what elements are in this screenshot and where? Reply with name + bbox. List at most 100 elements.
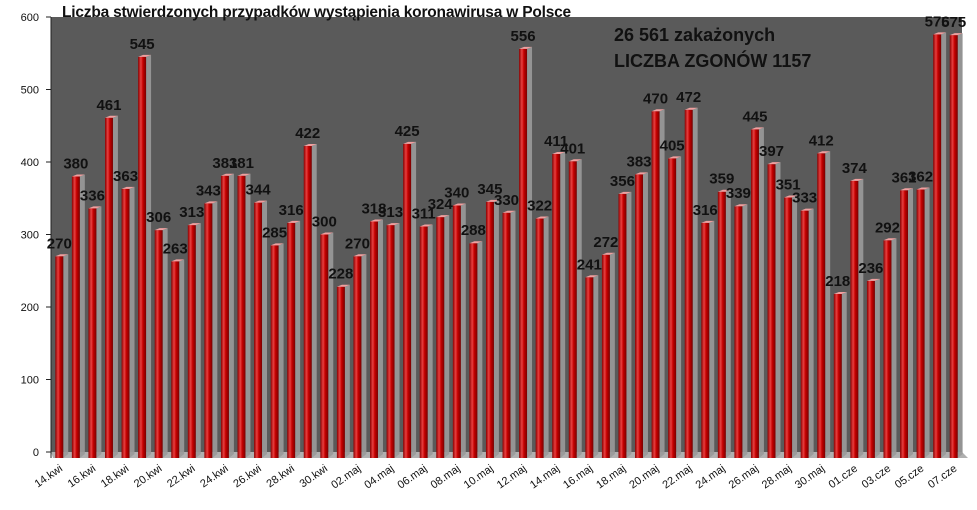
data-label: 461: [96, 97, 121, 114]
bar: [154, 228, 168, 458]
bar-side: [659, 109, 665, 458]
bar: [502, 210, 516, 458]
deaths-total-annotation: LICZBA ZGONÓW 1157: [614, 51, 812, 71]
bar-front: [171, 261, 180, 458]
bar-top: [71, 174, 85, 177]
bar-front: [138, 56, 147, 458]
bar-side: [328, 232, 334, 458]
data-label: 270: [47, 235, 72, 252]
bar: [353, 254, 367, 458]
bar: [519, 46, 533, 459]
bar-top: [850, 178, 864, 181]
bar: [121, 186, 135, 458]
x-tick-label: 24.maj: [694, 463, 728, 492]
bar-side: [129, 186, 135, 458]
bar-front: [817, 153, 826, 459]
data-label: 363: [113, 168, 138, 185]
bar-top: [535, 216, 549, 219]
bar-top: [485, 199, 499, 202]
bar-top: [833, 291, 847, 294]
x-tick-label: 30.kwi: [298, 463, 330, 491]
x-tick-label: 16.maj: [561, 463, 595, 492]
x-tick-label: 20.maj: [627, 463, 661, 492]
x-tick-label: 26.maj: [727, 463, 761, 492]
bar: [552, 152, 566, 458]
bar-front: [750, 129, 759, 458]
bar-front: [900, 190, 909, 458]
data-label: 236: [858, 260, 883, 277]
bar-side: [112, 115, 118, 459]
bar-front: [767, 164, 776, 459]
bar-top: [452, 203, 466, 206]
bar-front: [436, 217, 445, 458]
bar-top: [933, 32, 947, 35]
bar-front: [469, 243, 478, 458]
data-label: 241: [577, 256, 602, 273]
bar-side: [725, 189, 731, 458]
bar-front: [220, 175, 229, 458]
x-tick-label: 22.kwi: [165, 463, 197, 491]
bar-top: [784, 195, 798, 198]
bar-side: [444, 215, 450, 458]
data-label: 362: [908, 169, 933, 186]
bar-side: [941, 32, 947, 459]
bar-side: [692, 107, 698, 459]
bar: [320, 232, 334, 458]
data-label: 359: [709, 171, 734, 188]
bar-side: [593, 275, 599, 458]
bar: [651, 109, 665, 458]
data-label: 324: [428, 196, 454, 213]
bar: [916, 187, 930, 459]
bar-side: [510, 210, 516, 458]
bar: [71, 174, 85, 458]
bar-front: [800, 210, 809, 458]
bar-side: [311, 144, 317, 459]
bar-series: [55, 32, 963, 459]
bar-front: [585, 277, 594, 458]
data-label: 272: [593, 234, 618, 251]
bar: [303, 144, 317, 459]
data-label: 381: [212, 155, 237, 172]
bar-front: [933, 34, 942, 459]
bar-side: [825, 151, 831, 459]
data-label: 333: [792, 190, 817, 207]
bar-front: [204, 203, 213, 458]
bar: [386, 223, 400, 458]
bar: [784, 195, 798, 458]
x-tick-label: 14.maj: [528, 463, 562, 492]
bar: [568, 159, 582, 458]
x-tick-label: 12.maj: [495, 463, 529, 492]
bar-top: [436, 215, 450, 218]
bar-front: [519, 48, 528, 459]
data-label: 405: [660, 137, 685, 154]
bar-top: [88, 206, 102, 209]
x-tick-label: 04.maj: [362, 463, 396, 492]
bar-front: [784, 197, 793, 458]
bar-front: [535, 218, 544, 458]
bar: [88, 206, 102, 458]
bar-side: [493, 199, 499, 458]
bar-top: [320, 232, 334, 235]
bar-side: [758, 127, 764, 458]
bar-front: [717, 191, 726, 458]
bar: [800, 208, 814, 458]
bar-top: [552, 152, 566, 155]
data-label: 306: [146, 209, 171, 226]
bar: [585, 275, 599, 458]
bar-front: [734, 206, 743, 458]
data-label: 300: [312, 214, 337, 231]
data-label: 445: [742, 108, 767, 125]
bar-front: [370, 221, 378, 458]
bar-front: [154, 230, 163, 458]
bar: [933, 32, 947, 459]
bar-side: [411, 141, 417, 458]
bar-front: [651, 111, 660, 458]
bar-top: [949, 33, 963, 36]
bar: [287, 220, 301, 458]
x-tick-label: 08.maj: [429, 463, 463, 492]
y-tick-label: 0: [33, 447, 39, 459]
bar-front: [502, 212, 511, 458]
bar-top: [171, 259, 185, 262]
y-tick-label: 100: [21, 375, 39, 387]
bar-front: [237, 175, 246, 458]
